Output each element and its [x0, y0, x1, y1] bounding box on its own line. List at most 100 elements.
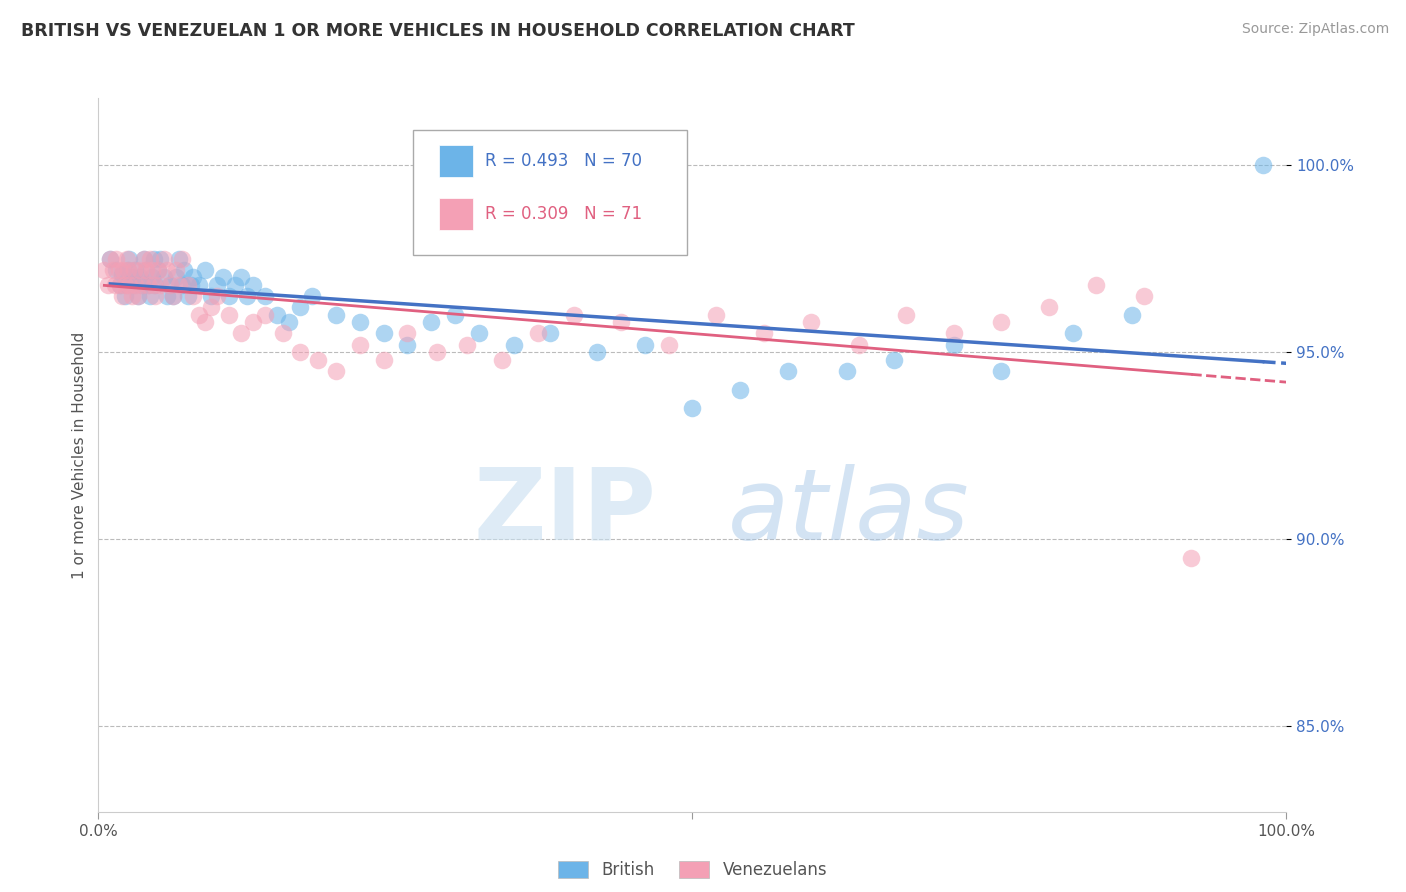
British — [105, 263, 128, 277]
British — [325, 308, 347, 322]
British — [444, 308, 467, 322]
Venezuelans — [396, 326, 419, 341]
British — [942, 337, 965, 351]
Text: R = 0.493   N = 70: R = 0.493 N = 70 — [485, 152, 641, 169]
Venezuelans — [200, 301, 222, 315]
British — [121, 270, 143, 285]
British — [118, 252, 141, 266]
British — [111, 267, 134, 281]
British — [194, 263, 217, 277]
Venezuelans — [229, 326, 252, 341]
British — [122, 277, 145, 292]
Venezuelans — [271, 326, 294, 341]
Venezuelans — [115, 252, 138, 266]
British — [990, 364, 1012, 378]
Venezuelans — [129, 263, 152, 277]
FancyBboxPatch shape — [413, 130, 686, 255]
British — [146, 263, 169, 277]
Venezuelans — [1085, 277, 1108, 292]
Venezuelans — [165, 263, 187, 277]
British — [277, 315, 299, 329]
Venezuelans — [136, 277, 159, 292]
British — [373, 326, 395, 341]
Venezuelans — [527, 326, 550, 341]
Text: atlas: atlas — [728, 464, 970, 560]
Text: Source: ZipAtlas.com: Source: ZipAtlas.com — [1241, 22, 1389, 37]
Venezuelans — [149, 277, 172, 292]
British — [218, 289, 240, 303]
Venezuelans — [152, 252, 174, 266]
British — [162, 289, 184, 303]
Venezuelans — [143, 277, 166, 292]
Venezuelans — [101, 263, 124, 277]
Venezuelans — [426, 345, 449, 359]
Venezuelans — [176, 277, 198, 292]
Text: ZIP: ZIP — [474, 464, 657, 560]
Legend: British, Venezuelans: British, Venezuelans — [551, 854, 834, 886]
Venezuelans — [658, 337, 681, 351]
British — [188, 277, 211, 292]
Venezuelans — [105, 252, 128, 266]
Venezuelans — [122, 263, 145, 277]
British — [1251, 158, 1274, 172]
British — [170, 277, 193, 292]
Venezuelans — [107, 263, 129, 277]
British — [236, 289, 259, 303]
British — [681, 401, 703, 416]
Venezuelans — [188, 308, 211, 322]
British — [176, 289, 198, 303]
British — [396, 337, 419, 351]
Venezuelans — [207, 289, 229, 303]
British — [420, 315, 443, 329]
Venezuelans — [990, 315, 1012, 329]
Bar — [440, 145, 472, 177]
British — [129, 270, 152, 285]
Text: R = 0.309   N = 71: R = 0.309 N = 71 — [485, 205, 641, 223]
British — [108, 277, 131, 292]
British — [212, 270, 235, 285]
British — [180, 277, 202, 292]
British — [538, 326, 561, 341]
British — [165, 270, 187, 285]
British — [136, 277, 159, 292]
Venezuelans — [98, 252, 121, 266]
Venezuelans — [1180, 550, 1202, 565]
British — [883, 352, 905, 367]
Venezuelans — [159, 277, 181, 292]
Venezuelans — [1133, 289, 1156, 303]
British — [143, 252, 166, 266]
Venezuelans — [156, 263, 179, 277]
British — [98, 252, 121, 266]
Venezuelans — [138, 252, 160, 266]
Venezuelans — [146, 263, 169, 277]
British — [132, 252, 155, 266]
Venezuelans — [325, 364, 347, 378]
Venezuelans — [131, 277, 153, 292]
British — [586, 345, 609, 359]
British — [115, 277, 138, 292]
Venezuelans — [1038, 301, 1060, 315]
British — [145, 277, 167, 292]
Venezuelans — [373, 352, 395, 367]
British — [131, 277, 153, 292]
British — [728, 383, 751, 397]
Venezuelans — [124, 277, 146, 292]
Venezuelans — [117, 263, 139, 277]
British — [173, 263, 195, 277]
British — [135, 263, 157, 277]
Text: BRITISH VS VENEZUELAN 1 OR MORE VEHICLES IN HOUSEHOLD CORRELATION CHART: BRITISH VS VENEZUELAN 1 OR MORE VEHICLES… — [21, 22, 855, 40]
Venezuelans — [896, 308, 918, 322]
Venezuelans — [942, 326, 965, 341]
British — [301, 289, 323, 303]
Venezuelans — [456, 337, 478, 351]
Venezuelans — [349, 337, 371, 351]
Venezuelans — [562, 308, 585, 322]
British — [253, 289, 276, 303]
Venezuelans — [848, 337, 870, 351]
Venezuelans — [800, 315, 823, 329]
British — [835, 364, 858, 378]
Venezuelans — [290, 345, 312, 359]
Venezuelans — [114, 277, 136, 292]
Venezuelans — [127, 289, 149, 303]
British — [229, 270, 252, 285]
